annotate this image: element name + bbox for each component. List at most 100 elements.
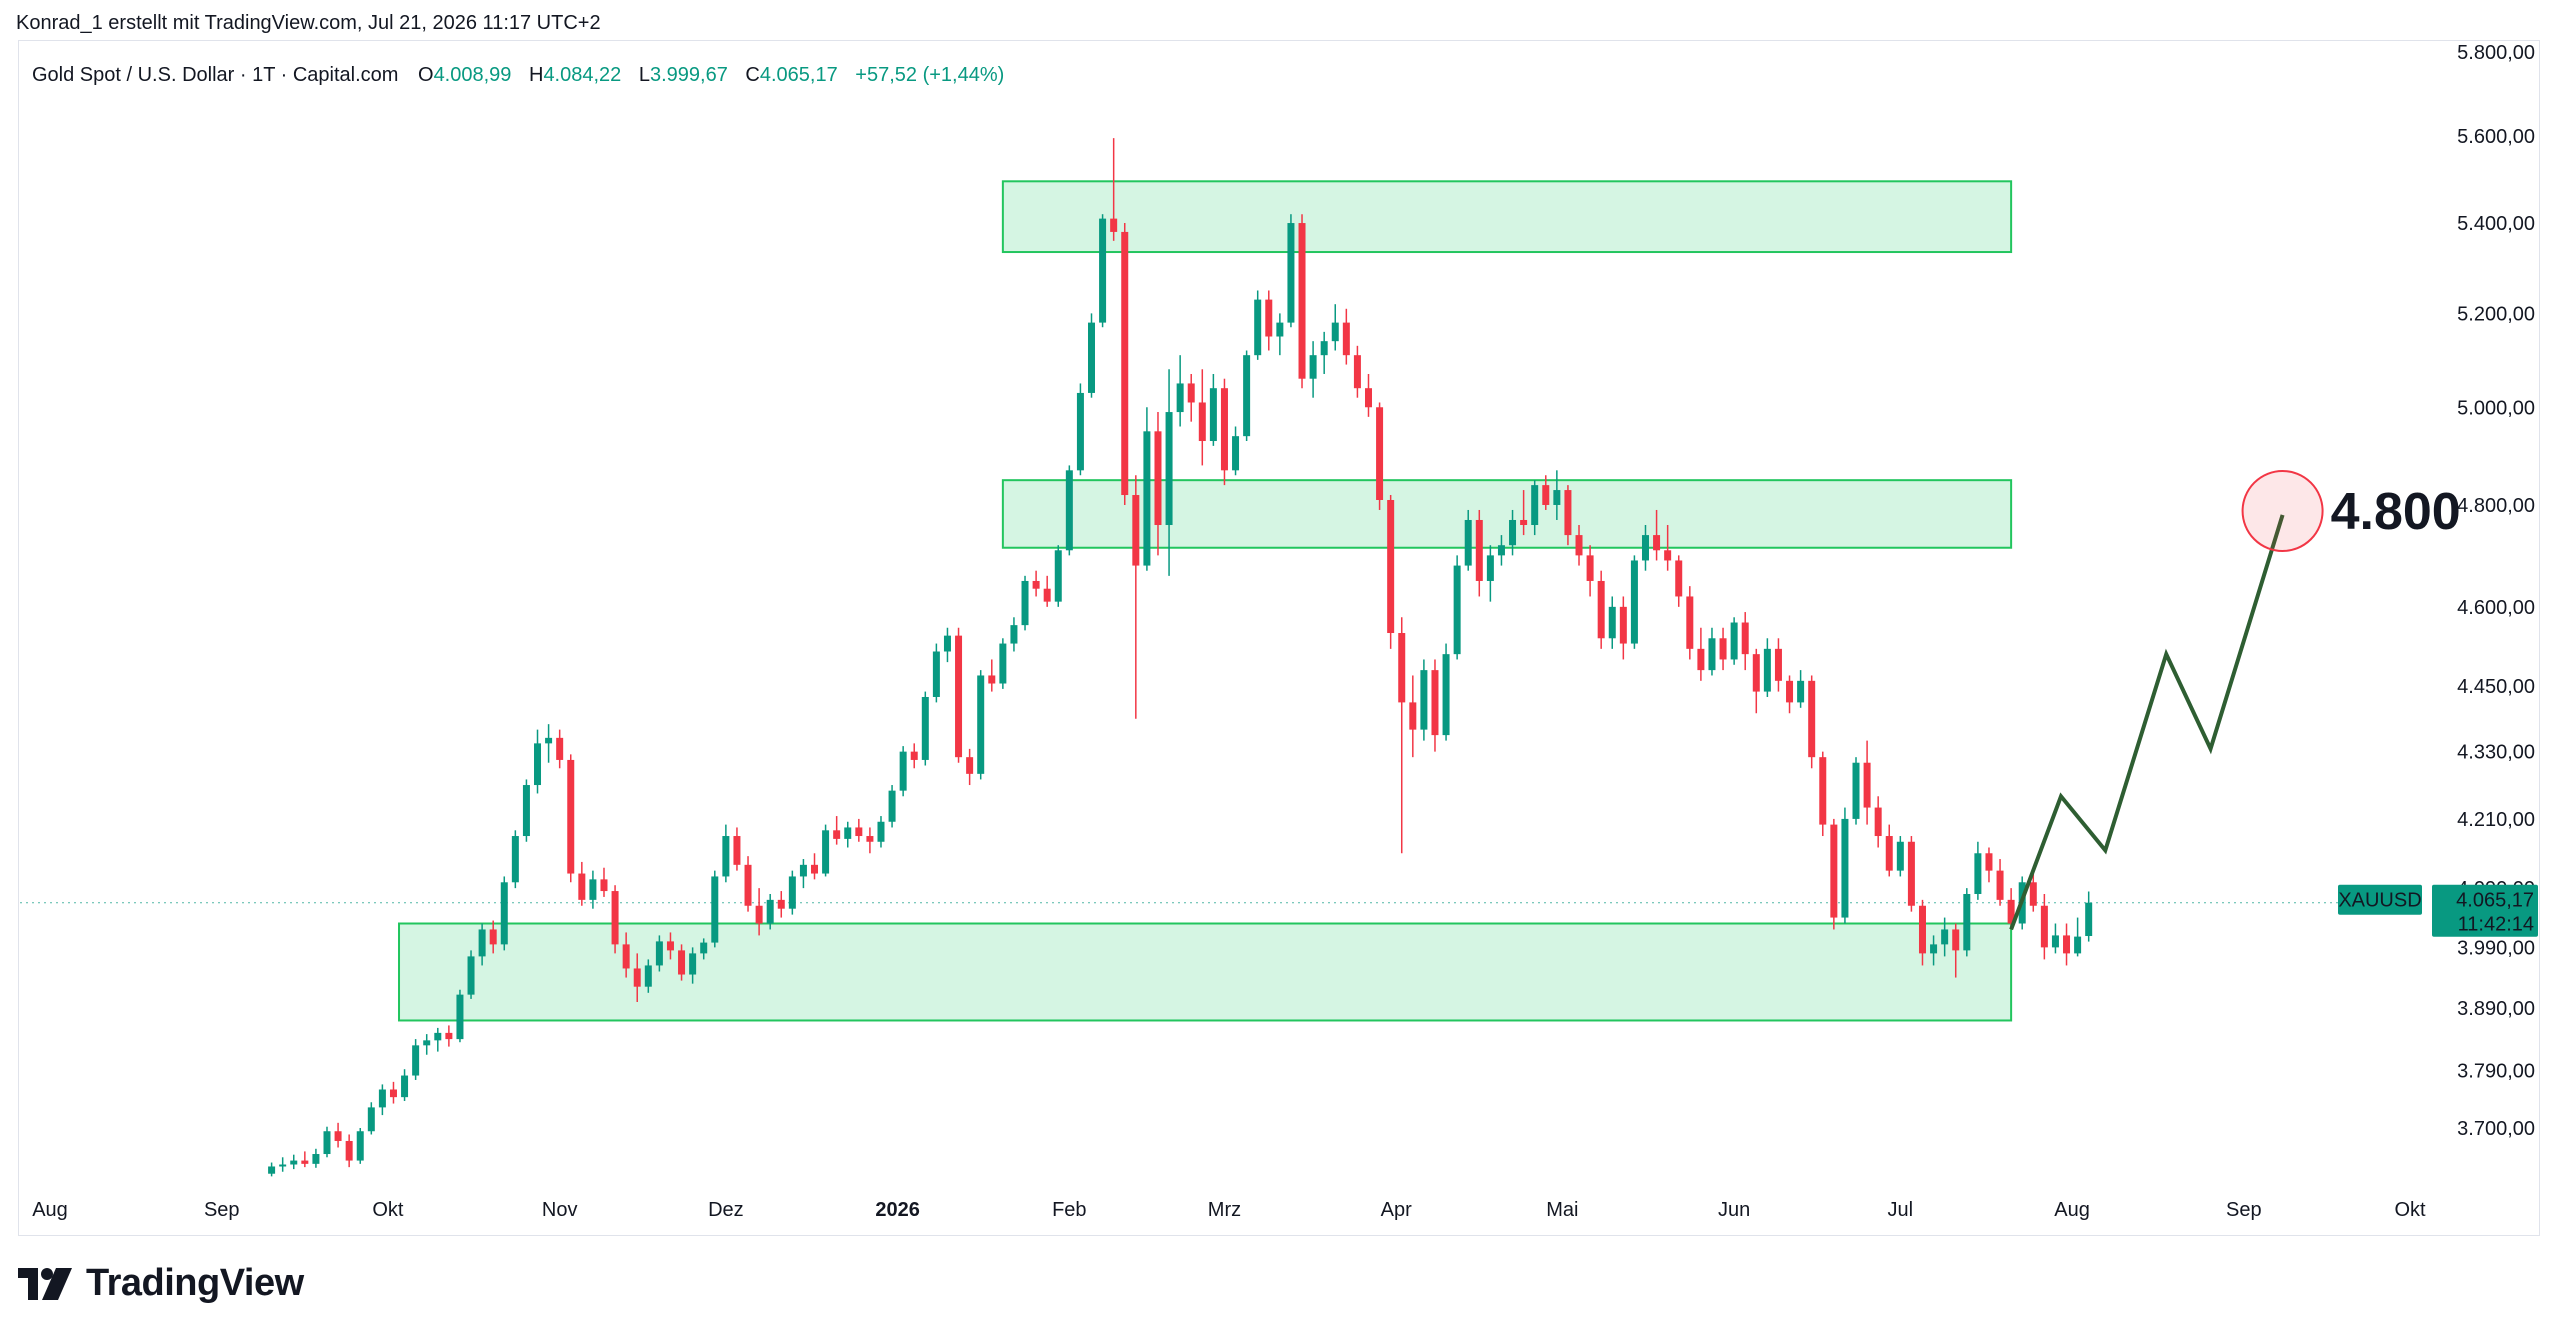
candle[interactable] — [489, 920, 497, 954]
candle[interactable] — [988, 659, 996, 692]
candle[interactable] — [1941, 917, 1949, 957]
candle[interactable] — [1930, 935, 1938, 966]
candle[interactable] — [1786, 675, 1794, 714]
candle[interactable] — [955, 627, 963, 763]
candle[interactable] — [822, 824, 830, 877]
candle[interactable] — [1187, 373, 1195, 422]
candle[interactable] — [744, 856, 752, 912]
candle[interactable] — [1232, 426, 1240, 476]
candle[interactable] — [389, 1081, 397, 1104]
candle[interactable] — [1974, 841, 1982, 900]
candle[interactable] — [2085, 891, 2093, 942]
candle[interactable] — [456, 989, 464, 1043]
candle[interactable] — [1453, 555, 1461, 660]
candle[interactable] — [1520, 490, 1528, 536]
candle[interactable] — [1619, 596, 1627, 660]
candle[interactable] — [545, 724, 553, 763]
candle[interactable] — [1198, 369, 1206, 466]
candle[interactable] — [1209, 373, 1217, 446]
candle[interactable] — [1320, 331, 1328, 374]
candle[interactable] — [611, 885, 619, 954]
candle[interactable] — [1243, 350, 1251, 442]
candle[interactable] — [1841, 807, 1849, 924]
candle[interactable] — [1376, 402, 1384, 510]
candle[interactable] — [977, 670, 985, 780]
candle[interactable] — [600, 867, 608, 897]
candle[interactable] — [1907, 836, 1915, 912]
candle[interactable] — [1176, 355, 1184, 427]
candle[interactable] — [1564, 485, 1572, 546]
candle[interactable] — [500, 876, 508, 951]
candle[interactable] — [1719, 627, 1727, 671]
candle[interactable] — [1664, 525, 1672, 571]
candle[interactable] — [1110, 138, 1118, 241]
candle[interactable] — [1121, 223, 1129, 505]
candle[interactable] — [1963, 888, 1971, 957]
candle[interactable] — [1808, 675, 1816, 769]
candle[interactable] — [1475, 509, 1483, 597]
candle[interactable] — [1686, 586, 1694, 660]
candle[interactable] — [877, 816, 885, 848]
candle[interactable] — [589, 870, 597, 909]
candle[interactable] — [1763, 638, 1771, 697]
candle[interactable] — [1398, 617, 1406, 854]
candle[interactable] — [1509, 509, 1517, 556]
candle[interactable] — [1464, 509, 1472, 571]
candle[interactable] — [855, 818, 863, 842]
candle[interactable] — [1099, 214, 1107, 328]
chart-frame[interactable] — [18, 40, 2540, 1236]
candle[interactable] — [633, 953, 641, 1002]
candle[interactable] — [966, 748, 974, 786]
candle[interactable] — [290, 1154, 298, 1170]
zone-rect-1[interactable] — [1001, 180, 2013, 254]
candle[interactable] — [1032, 570, 1040, 597]
candle[interactable] — [1752, 648, 1760, 714]
candle[interactable] — [999, 638, 1007, 689]
candle[interactable] — [899, 746, 907, 797]
candle[interactable] — [666, 932, 674, 960]
candle[interactable] — [478, 923, 486, 966]
candle[interactable] — [921, 691, 929, 766]
candle[interactable] — [1819, 751, 1827, 837]
candle[interactable] — [799, 859, 807, 889]
candle[interactable] — [1431, 659, 1439, 752]
zone-rect-3[interactable] — [398, 922, 2013, 1022]
candle[interactable] — [1409, 675, 1417, 758]
candle[interactable] — [1630, 555, 1638, 649]
candle[interactable] — [644, 959, 652, 993]
candle[interactable] — [1575, 525, 1583, 566]
candle[interactable] — [1054, 545, 1062, 607]
candle[interactable] — [1364, 373, 1372, 417]
candle[interactable] — [755, 888, 763, 936]
candle[interactable] — [1675, 555, 1683, 607]
candle[interactable] — [1021, 575, 1029, 631]
candle[interactable] — [1276, 313, 1284, 356]
candle[interactable] — [423, 1034, 431, 1055]
candle[interactable] — [811, 853, 819, 880]
candle[interactable] — [655, 935, 663, 972]
candle[interactable] — [268, 1162, 276, 1177]
candle[interactable] — [367, 1102, 375, 1135]
candle[interactable] — [1863, 740, 1871, 825]
candle[interactable] — [1641, 525, 1649, 571]
candle[interactable] — [2029, 870, 2037, 912]
candle[interactable] — [1608, 596, 1616, 649]
candle[interactable] — [1353, 345, 1361, 398]
candle[interactable] — [301, 1151, 309, 1168]
candle[interactable] — [1420, 659, 1428, 741]
candle[interactable] — [1486, 545, 1494, 602]
candle[interactable] — [1996, 859, 2004, 906]
candle[interactable] — [345, 1134, 353, 1168]
symbol-description[interactable]: Gold Spot / U.S. Dollar · 1T · Capital.c… — [32, 64, 399, 86]
candle[interactable] — [1874, 796, 1882, 848]
candle[interactable] — [1287, 214, 1295, 328]
candle[interactable] — [1730, 617, 1738, 665]
candle[interactable] — [1952, 923, 1960, 978]
candle[interactable] — [534, 729, 542, 794]
candle[interactable] — [556, 729, 564, 769]
candle[interactable] — [1010, 617, 1018, 652]
candle[interactable] — [1265, 290, 1273, 351]
candle[interactable] — [567, 754, 575, 883]
candle[interactable] — [1852, 757, 1860, 825]
candle[interactable] — [1531, 480, 1539, 536]
